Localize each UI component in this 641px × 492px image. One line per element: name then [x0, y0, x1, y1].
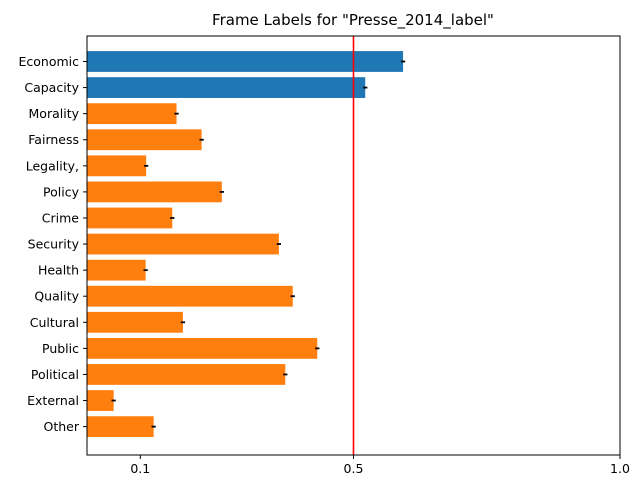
y-tick-label-9: Quality — [34, 289, 79, 304]
y-tick-label-6: Crime — [42, 210, 80, 225]
chart-title: Frame Labels for "Presse_2014_label" — [212, 11, 494, 30]
bar-13 — [87, 390, 114, 411]
error-bars-layer — [111, 60, 406, 428]
bar-10 — [87, 311, 183, 333]
bar-14 — [87, 416, 154, 438]
y-tick-label-5: Policy — [43, 184, 80, 199]
bar-6 — [87, 207, 173, 229]
bar-8 — [87, 259, 146, 281]
bar-0 — [87, 51, 404, 72]
bar-12 — [87, 364, 286, 385]
y-tick-label-10: Cultural — [30, 315, 79, 330]
bar-9 — [87, 285, 293, 307]
y-tick-label-1: Capacity — [24, 80, 79, 95]
y-axis: Economic Capacity Morality Fairness Legality… — [18, 54, 87, 434]
y-tick-label-8: Health — [38, 263, 79, 278]
bar-1 — [87, 77, 366, 98]
x-axis: 0.1 0.5 1.0 — [130, 455, 630, 476]
bar-4 — [87, 155, 147, 177]
y-tick-label-14: Other — [44, 419, 80, 434]
x-tick-label-1: 0.5 — [344, 461, 364, 476]
y-tick-label-7: Security — [28, 237, 80, 252]
x-tick-label-2: 1.0 — [610, 461, 630, 476]
x-tick-label-0: 0.1 — [130, 461, 150, 476]
bar-3 — [87, 129, 202, 151]
y-tick-label-11: Public — [42, 341, 79, 356]
y-tick-label-13: External — [27, 393, 79, 408]
y-tick-label-12: Political — [31, 367, 79, 382]
bar-2 — [87, 103, 177, 125]
y-tick-label-2: Morality — [29, 106, 80, 121]
y-tick-label-0: Economic — [18, 54, 79, 69]
bar-5 — [87, 181, 222, 203]
bar-7 — [87, 233, 279, 255]
y-tick-label-3: Fairness — [28, 132, 79, 147]
y-tick-label-4: Legality, — [26, 158, 79, 173]
bars-layer — [87, 51, 404, 438]
bar-11 — [87, 337, 318, 359]
